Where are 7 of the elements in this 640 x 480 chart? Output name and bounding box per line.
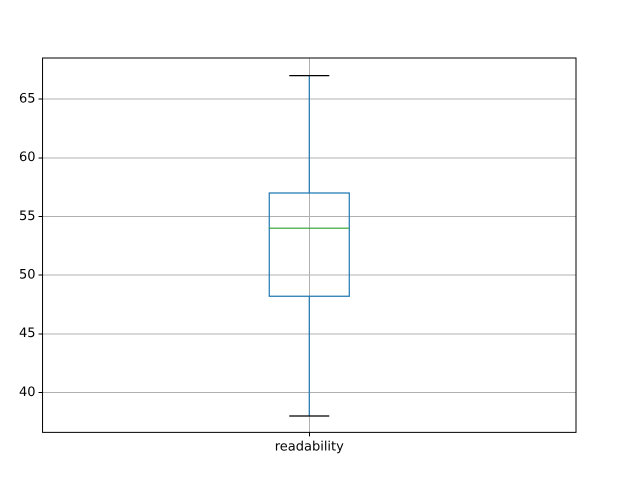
y-tick-label: 40 xyxy=(18,384,36,400)
y-tick-label: 65 xyxy=(18,91,36,106)
y-tick-label: 55 xyxy=(18,208,36,224)
y-tick-label: 60 xyxy=(18,150,36,166)
y-tick-label: 45 xyxy=(18,326,36,342)
x-tick-label: readability xyxy=(274,440,344,455)
y-tick-label: 50 xyxy=(18,268,36,283)
